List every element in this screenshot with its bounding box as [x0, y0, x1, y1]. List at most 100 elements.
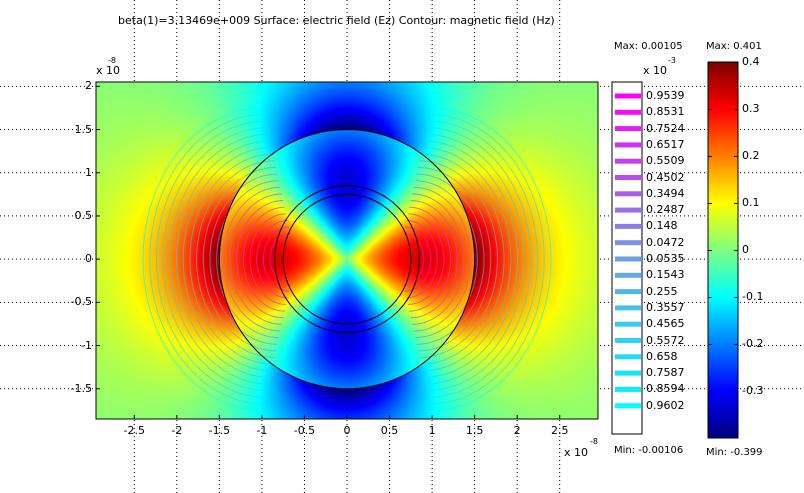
contour-legend-swatch: [615, 370, 641, 376]
contour-legend-swatches: [615, 93, 641, 409]
contour-line: [413, 186, 472, 332]
contour-legend-label: 0.6517: [646, 137, 685, 151]
colorbar-tick-label: -0.3: [742, 384, 764, 398]
y-tick-label: 1: [85, 165, 92, 179]
contour-max-label: Max: 0.00105: [614, 41, 683, 52]
chart-title: beta(1)=3.13469e+009 Surface: electric f…: [118, 14, 555, 27]
y-tick-label: 2: [85, 79, 92, 93]
x-tick-label: -1: [256, 424, 268, 437]
contour-legend-swatch: [615, 386, 641, 392]
contour-legend-label: 0.8594: [646, 382, 685, 396]
y-multiplier: x 10: [96, 64, 121, 77]
contour-line: [406, 220, 438, 299]
contour-line: [430, 107, 552, 412]
colorbar-tick-label: -0.2: [742, 337, 764, 351]
contour-line: [410, 200, 458, 319]
contour-line: [202, 166, 277, 352]
y-multiplier-exp: -8: [108, 56, 116, 65]
contour-legend-label: 0.0535: [646, 252, 685, 265]
x-tick-label: 1.5: [465, 424, 484, 437]
colorbar-tick-label: -0.1: [742, 290, 764, 304]
surface-max-label: Max: 0.401: [706, 41, 762, 52]
y-axis-ticks: [96, 85, 100, 390]
contour-line: [236, 200, 284, 319]
colorbar: [708, 62, 738, 438]
contour-line: [249, 213, 286, 305]
x-tick-label: 0: [343, 424, 351, 437]
contour-line: [269, 233, 291, 285]
contour-line: [403, 233, 425, 285]
contour-legend-label: 0.8531: [646, 105, 685, 119]
contour-line: [149, 113, 265, 405]
contour-line: [196, 160, 275, 358]
contour-legend-swatch: [615, 289, 641, 295]
y-tick-label: -1.5: [70, 381, 92, 395]
contour-line: [423, 140, 519, 378]
contour-line: [242, 206, 285, 312]
contour-line: [424, 133, 525, 385]
contour-line: [412, 193, 465, 325]
geometry-circle: [274, 185, 420, 334]
colorbar-ticks: [708, 61, 738, 392]
contour-line: [229, 193, 282, 325]
y-tick-label: 0.5: [74, 208, 93, 222]
contour-legend-swatch: [615, 142, 641, 148]
contour-legend-swatch: [615, 272, 641, 278]
x-tick-label: 2.5: [550, 424, 569, 437]
contour-line: [405, 226, 432, 292]
contour-legend-label: 0.4565: [646, 317, 685, 331]
contour-legend-swatch: [615, 256, 641, 262]
contour-legend-label: 0.658: [646, 349, 678, 363]
surface-min-label: Min: -0.399: [706, 447, 763, 458]
contour-legend-swatch: [615, 109, 641, 115]
x-tick-label: -2: [171, 424, 183, 437]
contour-legend-swatch: [615, 354, 641, 360]
contour-line: [419, 160, 498, 358]
contour-legend-label: 0.2487: [646, 203, 685, 217]
contour-line: [142, 107, 264, 412]
contour-legend-label: 0.1543: [646, 268, 685, 282]
x-multiplier-exp: -8: [590, 437, 598, 446]
colorbar-tick-label: 0.2: [742, 149, 760, 163]
y-tick-label: -0.5: [70, 295, 92, 309]
contour-legend-label: 0.4502: [646, 170, 685, 184]
x-tick-label: 2: [513, 424, 521, 437]
contour-line: [262, 226, 289, 292]
contour-line: [426, 127, 532, 392]
contour-line: [189, 153, 274, 365]
contour-line: [222, 186, 281, 332]
contour-legend-swatch: [615, 223, 641, 229]
contour-line: [415, 180, 478, 339]
contour-line: [216, 180, 279, 339]
contour-legend-swatch: [615, 126, 641, 132]
contour-line: [162, 127, 268, 392]
magnetic-field-contours: [142, 107, 552, 412]
contour-multiplier: x 10: [643, 64, 668, 77]
contour-legend-swatch: [615, 305, 641, 311]
contour-legend-swatch: [615, 321, 641, 327]
colorbar-tick-label: 0: [742, 243, 749, 257]
contour-legend-swatch: [615, 191, 641, 197]
contour-line: [416, 173, 485, 345]
contour-legend-label: 0.5572: [646, 333, 685, 347]
contour-legend-label: 0.3494: [646, 186, 685, 200]
contour-legend-swatch: [615, 158, 641, 164]
contour-line: [427, 120, 539, 398]
contour-line: [422, 147, 512, 372]
contour-line: [417, 166, 492, 352]
contour-legend-swatch: [615, 338, 641, 343]
y-tick-label: -1: [81, 338, 92, 352]
x-tick-label: 0.5: [380, 424, 399, 437]
contour-min-label: Min: -0.00106: [614, 445, 684, 456]
contour-line: [408, 213, 445, 305]
y-tick-label: 1.5: [74, 122, 93, 136]
geometry-circle: [282, 193, 412, 325]
contour-legend-label: 0.5509: [646, 154, 685, 168]
x-tick-label: 1: [428, 424, 436, 437]
x-multiplier: x 10: [564, 446, 589, 459]
contour-legend-label: 0.0472: [646, 235, 685, 249]
contour-legend-label: 0.7524: [646, 121, 685, 135]
geometry-circle: [218, 129, 476, 390]
contour-legend-swatch: [615, 175, 641, 180]
